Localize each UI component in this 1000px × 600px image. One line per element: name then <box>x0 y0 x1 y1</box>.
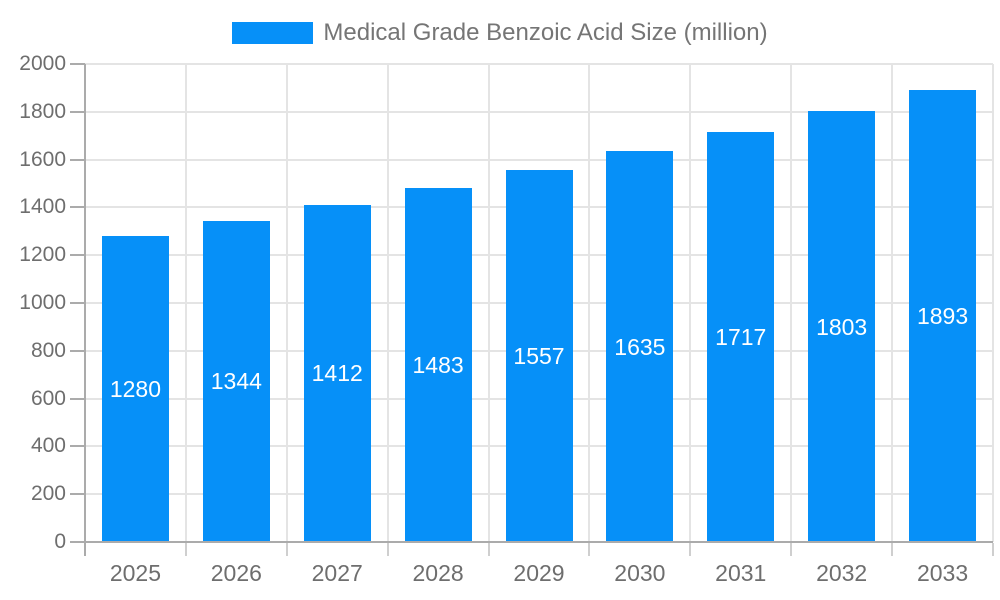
bar-value-label: 1635 <box>614 333 666 360</box>
y-axis-tick <box>70 110 85 113</box>
x-axis-tick <box>285 543 288 556</box>
y-axis-label: 0 <box>54 530 66 553</box>
y-axis-label: 2000 <box>19 52 66 75</box>
legend[interactable]: Medical Grade Benzoic Acid Size (million… <box>0 19 1000 46</box>
x-axis-label: 2025 <box>109 560 162 586</box>
x-axis-label: 2031 <box>715 560 767 586</box>
bar-value-label: 1483 <box>412 351 464 378</box>
y-axis-tick <box>70 254 85 257</box>
x-axis-label: 2028 <box>412 560 464 586</box>
y-axis-tick <box>70 302 85 304</box>
y-axis-tick <box>70 493 85 496</box>
bar-value-label: 1344 <box>210 368 262 395</box>
x-axis-tick <box>487 543 490 556</box>
x-axis-label: 2032 <box>816 560 868 586</box>
y-axis-tick <box>70 63 85 65</box>
y-axis-tick <box>70 206 85 209</box>
gridline-vertical <box>588 64 591 542</box>
y-axis-tick <box>70 445 85 448</box>
bar <box>707 131 775 542</box>
y-axis-label: 600 <box>30 386 66 410</box>
gridline-vertical <box>891 64 894 542</box>
x-axis-label: 2033 <box>916 560 969 586</box>
x-axis-tick <box>891 543 894 556</box>
gridline-vertical <box>184 64 187 542</box>
x-axis-tick <box>992 543 994 556</box>
gridline-horizontal <box>85 63 993 65</box>
bar <box>101 236 169 542</box>
gridline-vertical <box>285 64 288 542</box>
bar-value-label: 1412 <box>311 360 363 387</box>
x-axis-label: 2027 <box>311 560 363 586</box>
y-axis-tick <box>70 541 85 543</box>
bar <box>505 169 573 542</box>
gridline-vertical <box>386 64 389 542</box>
bar-value-label: 1717 <box>715 323 767 350</box>
y-axis-label: 1600 <box>19 147 66 171</box>
x-axis-tick <box>386 543 389 556</box>
bar <box>202 220 270 542</box>
x-axis-tick <box>184 543 187 556</box>
x-axis-label: 2029 <box>513 560 565 586</box>
bar-value-label: 1557 <box>513 342 565 369</box>
y-axis-tick <box>70 158 85 161</box>
bar <box>909 89 977 542</box>
bar <box>606 151 674 542</box>
bar-value-label: 1280 <box>109 376 162 403</box>
y-axis-label: 200 <box>30 482 66 506</box>
bar-value-label: 1893 <box>916 302 969 329</box>
y-axis-label: 400 <box>30 434 66 458</box>
gridline-horizontal <box>85 110 993 113</box>
x-axis-label: 2030 <box>614 560 666 586</box>
y-axis-label: 1400 <box>19 195 66 219</box>
gridline-vertical <box>790 64 793 542</box>
gridline-vertical <box>487 64 490 542</box>
bar-value-label: 1803 <box>816 313 868 340</box>
gridline-vertical <box>689 64 692 542</box>
x-axis-line <box>85 541 993 543</box>
gridline-horizontal <box>85 158 993 161</box>
x-axis-tick <box>689 543 692 556</box>
bar <box>303 204 371 542</box>
bar <box>808 111 876 542</box>
bar <box>404 187 472 542</box>
y-axis-line <box>84 64 86 556</box>
y-axis-label: 1200 <box>19 243 66 267</box>
x-axis-tick <box>588 543 591 556</box>
x-axis-label: 2026 <box>210 560 262 586</box>
y-axis-label: 1000 <box>19 291 66 314</box>
y-axis-label: 1800 <box>19 99 66 123</box>
legend-label[interactable]: Medical Grade Benzoic Acid Size (million… <box>323 19 768 46</box>
y-axis-label: 800 <box>30 338 66 362</box>
y-axis-tick <box>70 397 85 400</box>
y-axis-tick <box>70 349 85 352</box>
x-axis-tick <box>790 543 793 556</box>
legend-swatch-icon[interactable] <box>232 22 314 44</box>
gridline-vertical <box>992 64 994 542</box>
